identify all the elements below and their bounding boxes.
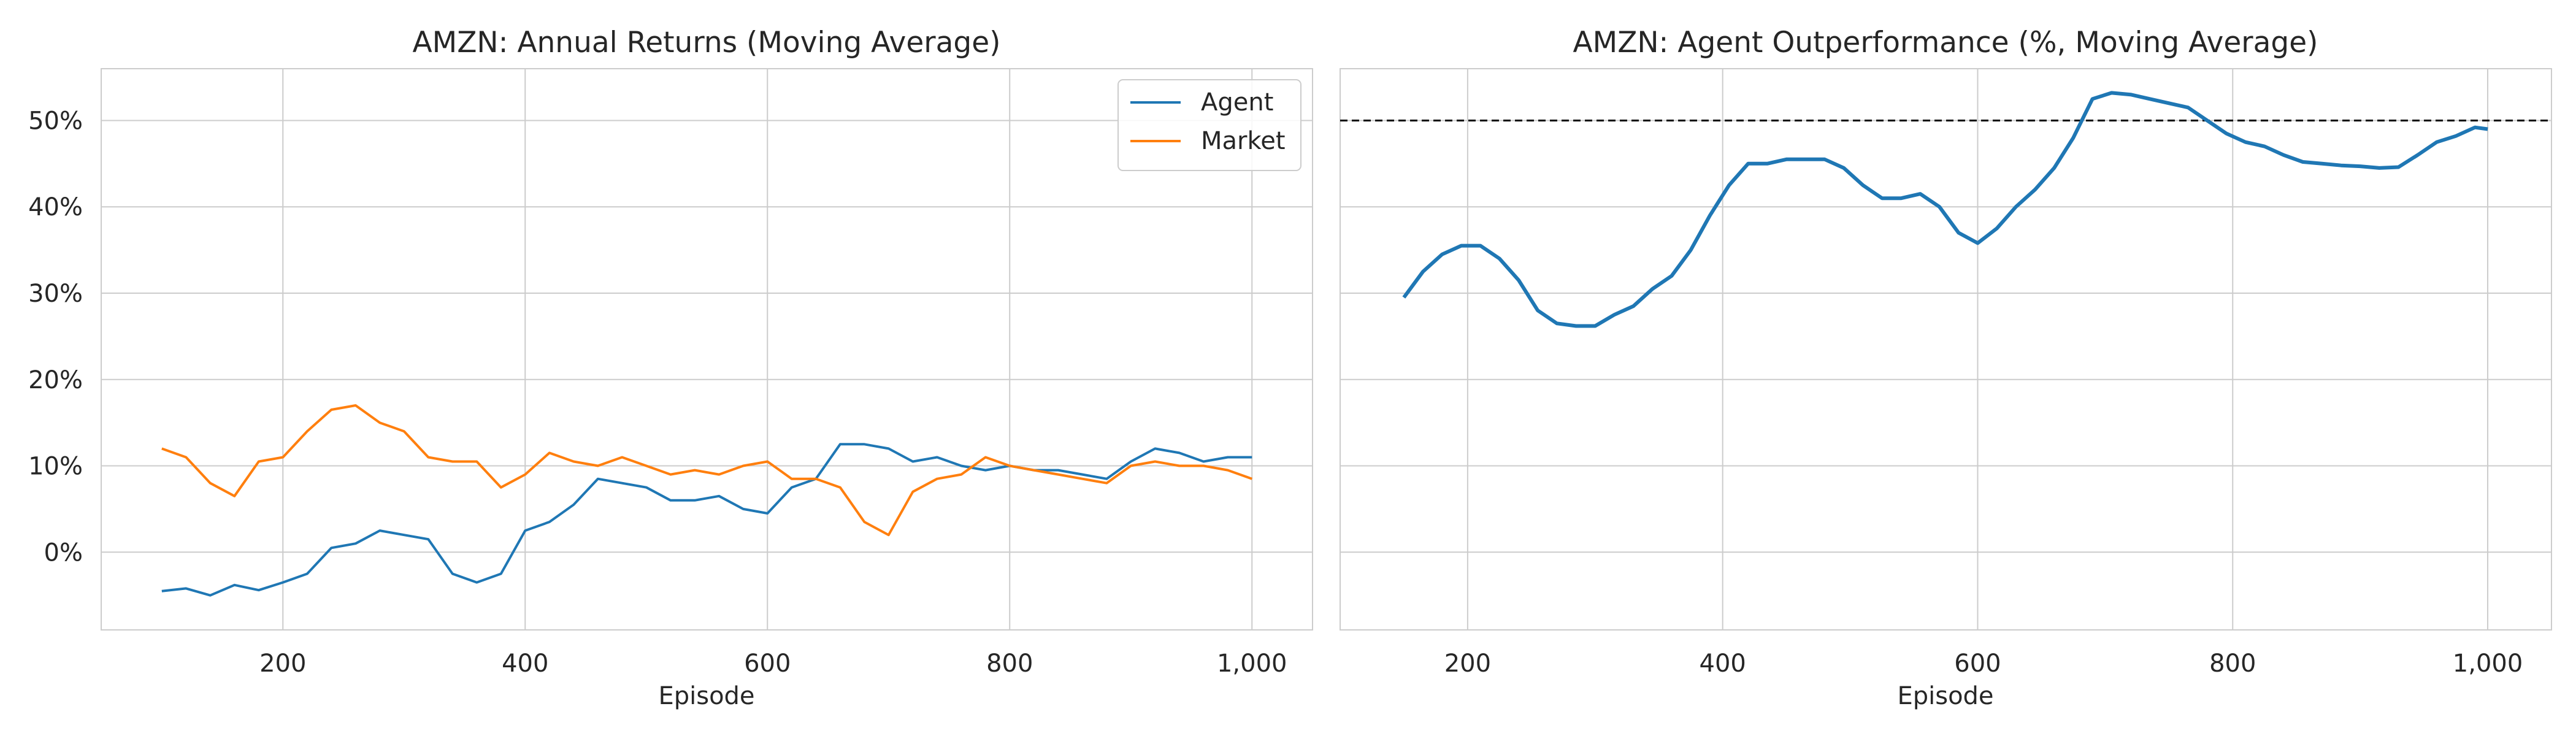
- chart-title-outperformance: AMZN: Agent Outperformance (%, Moving Av…: [1573, 26, 2318, 59]
- x-tick-label: 1,000: [2453, 650, 2523, 678]
- plot-area-returns: [101, 68, 1313, 631]
- chart-outperformance: 200 400 600 800 1,000 AMZN: Agent Outperform…: [1340, 26, 2552, 710]
- y-tick-label: 50%: [28, 107, 83, 135]
- x-tick-label: 800: [2209, 650, 2256, 678]
- x-axis-label-returns: Episode: [658, 682, 754, 710]
- series-line-market: [161, 404, 1252, 537]
- y-tick-label: 40%: [28, 193, 83, 221]
- legend-label-market: Market: [1201, 127, 1286, 155]
- y-tick-label: 0%: [44, 539, 83, 567]
- x-ticks-outperformance: 200 400 600 800 1,000: [1444, 650, 2523, 678]
- y-tick-label: 10%: [28, 453, 83, 481]
- chart-returns: 0% 10% 20% 30% 40% 50% 200 400 600 800 1,000 AMZN…: [28, 26, 1313, 710]
- x-tick-label: 800: [986, 650, 1033, 678]
- x-tick-label: 200: [259, 650, 306, 678]
- series-lines-returns: [161, 404, 1252, 597]
- x-tick-label: 200: [1444, 650, 1491, 678]
- x-tick-label: 400: [1700, 650, 1746, 678]
- series-lines-outperformance: [1402, 91, 2488, 328]
- x-tick-label: 600: [744, 650, 791, 678]
- x-tick-label: 1,000: [1217, 650, 1287, 678]
- x-axis-label-outperformance: Episode: [1897, 682, 1993, 710]
- legend: Agent Market: [1117, 79, 1301, 171]
- legend-label-agent: Agent: [1201, 88, 1273, 117]
- chart-title-returns: AMZN: Annual Returns (Moving Average): [413, 26, 1001, 59]
- y-tick-label: 20%: [28, 366, 83, 394]
- y-tick-label: 30%: [28, 280, 83, 308]
- y-ticks-returns: 0% 10% 20% 30% 40% 50%: [28, 107, 83, 567]
- grid-returns: [101, 69, 1313, 630]
- x-tick-label: 400: [502, 650, 548, 678]
- plot-area-outperformance: [1340, 68, 2552, 631]
- series-line-outperformance: [1402, 91, 2488, 328]
- series-line-agent: [161, 443, 1252, 597]
- x-ticks-returns: 200 400 600 800 1,000: [259, 650, 1287, 678]
- x-tick-label: 600: [1954, 650, 2001, 678]
